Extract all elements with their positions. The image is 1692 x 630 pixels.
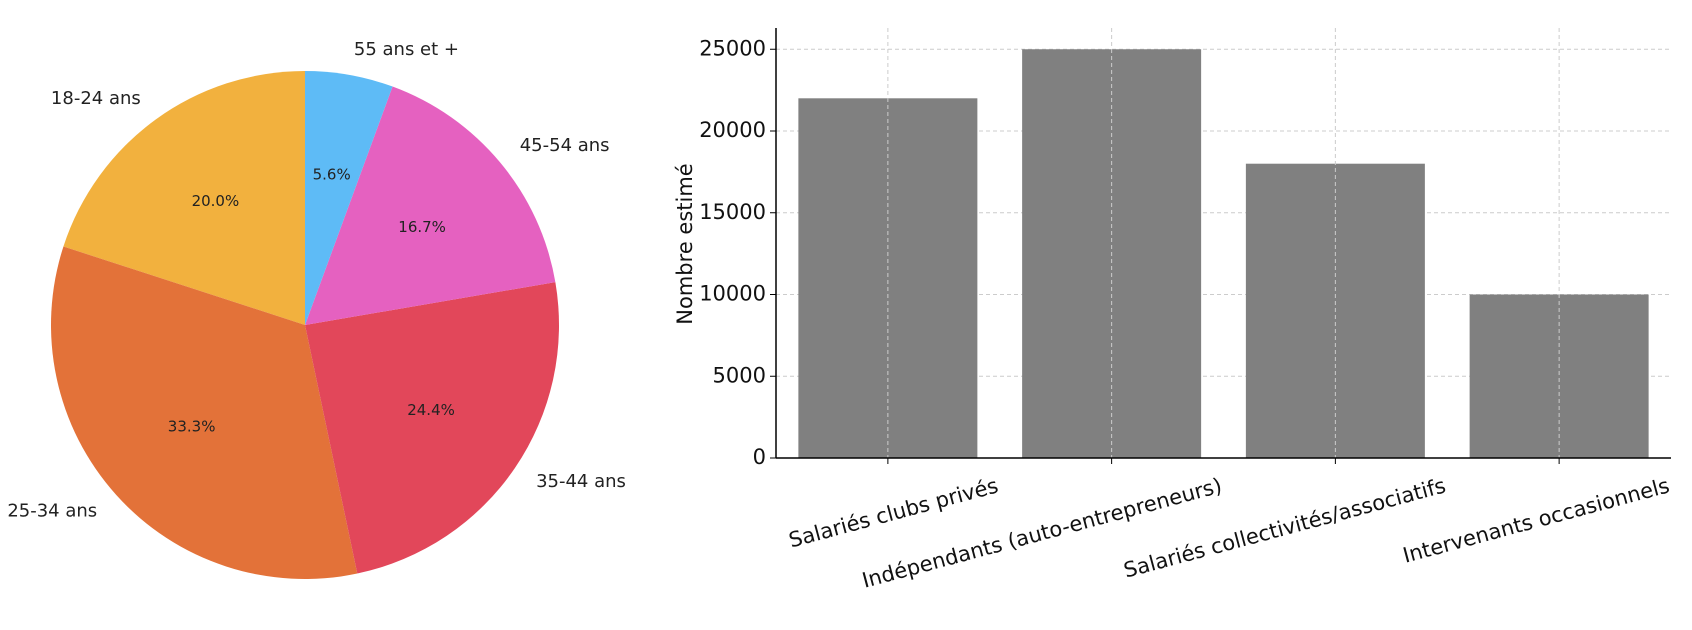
pie-slice bbox=[305, 71, 393, 325]
pie-slice bbox=[50, 246, 358, 579]
slice-label: 25-34 ans bbox=[7, 501, 97, 522]
y-tick-label: 15000 bbox=[699, 200, 766, 224]
percent-label: 24.4% bbox=[407, 401, 455, 419]
pie-slice bbox=[63, 71, 306, 325]
y-tick-label: 25000 bbox=[699, 36, 766, 60]
slice-label: 55 ans et + bbox=[354, 39, 459, 60]
percent-label: 16.7% bbox=[398, 218, 446, 236]
x-tick-label: Indépendants (auto-entrepreneurs) bbox=[860, 473, 1225, 592]
slice-label: 18-24 ans bbox=[51, 88, 141, 109]
y-tick-label: 10000 bbox=[699, 282, 766, 306]
percent-label: 20.0% bbox=[192, 192, 240, 210]
y-axis-label: Nombre estimé bbox=[673, 163, 697, 324]
percent-label: 33.3% bbox=[168, 417, 216, 435]
bar bbox=[1469, 294, 1649, 458]
y-tick-label: 20000 bbox=[699, 118, 766, 142]
y-tick-label: 0 bbox=[753, 445, 766, 469]
slice-label: 45-54 ans bbox=[520, 135, 610, 156]
bar bbox=[798, 98, 978, 458]
percent-label: 5.6% bbox=[313, 165, 351, 183]
pie-slice bbox=[305, 86, 556, 325]
slice-label: 35-44 ans bbox=[536, 471, 626, 492]
pie-slice bbox=[305, 282, 559, 574]
y-tick-label: 5000 bbox=[713, 363, 766, 387]
